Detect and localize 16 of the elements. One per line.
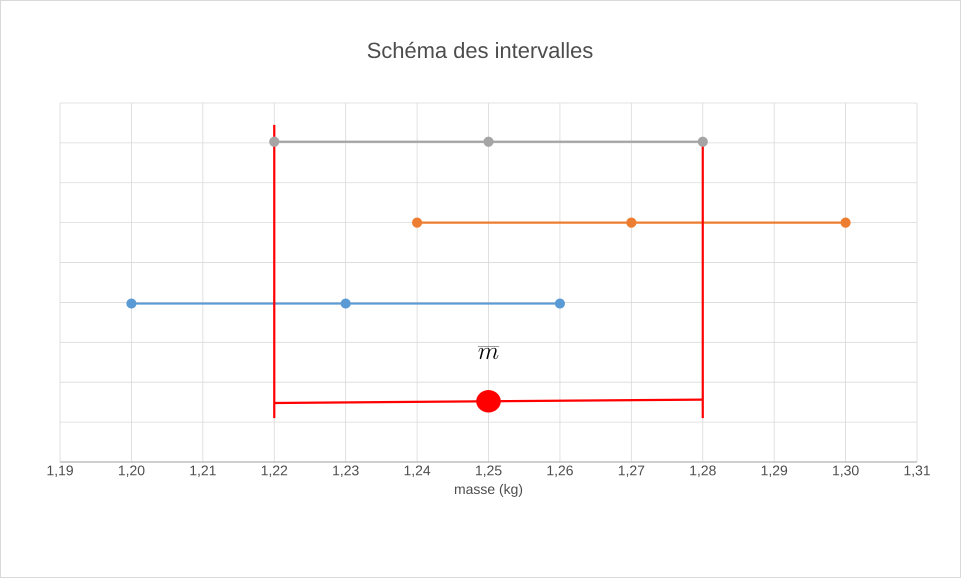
x-tick-label: 1,24: [404, 465, 430, 478]
x-tick-label: 1,20: [118, 465, 144, 478]
x-axis-title: masse (kg): [454, 484, 522, 497]
chart-title: Schéma des intervalles: [368, 42, 592, 58]
annotation: $\overline{m}$: [478, 346, 500, 360]
x-tick-label: 1,21: [190, 465, 216, 478]
x-tick-label: 1,25: [476, 465, 502, 478]
x-tick-label: 1,28: [690, 465, 716, 478]
x-tick-label: 1,29: [762, 465, 788, 478]
x-tick-label: 1,26: [547, 465, 573, 478]
x-tick-label: 1,19: [48, 465, 73, 478]
x-tick-label: 1,30: [833, 465, 859, 478]
x-tick-label: 1,23: [333, 465, 359, 478]
x-tick-label: 1,31: [904, 465, 930, 478]
x-tick-label: 1,27: [618, 465, 644, 478]
x-tick-label: 1,22: [262, 465, 288, 478]
